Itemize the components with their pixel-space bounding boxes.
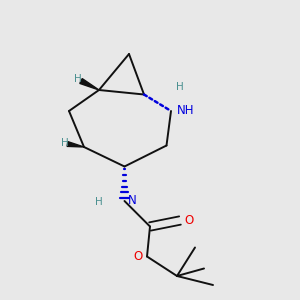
Text: H: H bbox=[74, 74, 82, 85]
Text: O: O bbox=[133, 250, 142, 263]
Polygon shape bbox=[67, 142, 84, 147]
Text: NH: NH bbox=[176, 104, 194, 118]
Text: H: H bbox=[95, 196, 103, 207]
Polygon shape bbox=[80, 79, 99, 90]
Text: O: O bbox=[184, 214, 194, 227]
Text: H: H bbox=[61, 137, 68, 148]
Text: H: H bbox=[176, 82, 184, 92]
Text: N: N bbox=[128, 194, 137, 208]
